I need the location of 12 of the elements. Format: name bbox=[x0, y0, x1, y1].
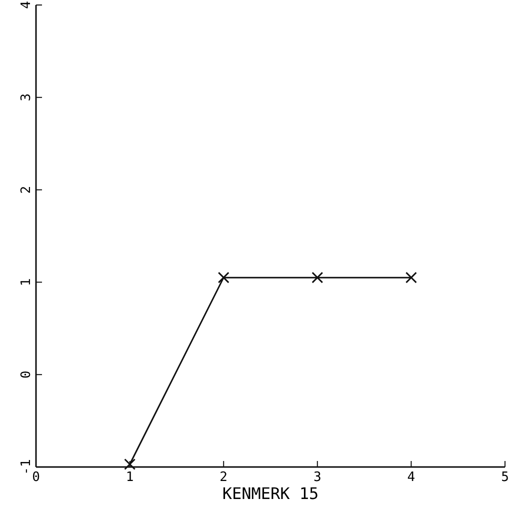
y-tick-label: 0 bbox=[19, 370, 34, 379]
y-tick-label: 3 bbox=[19, 93, 34, 102]
x-tick-label: 4 bbox=[407, 470, 416, 485]
x-axis-title: KENMERK 15 bbox=[222, 484, 319, 503]
y-tick-label: 4 bbox=[19, 0, 34, 9]
x-tick-label: 2 bbox=[220, 470, 228, 485]
x-tick-label: 5 bbox=[501, 470, 509, 485]
x-tick-label: 1 bbox=[126, 470, 134, 485]
y-tick-label: 2 bbox=[19, 186, 34, 194]
x-tick-label: 3 bbox=[313, 470, 322, 485]
y-tick-label: 1 bbox=[19, 278, 34, 286]
y-tick-label: -1 bbox=[19, 459, 34, 475]
